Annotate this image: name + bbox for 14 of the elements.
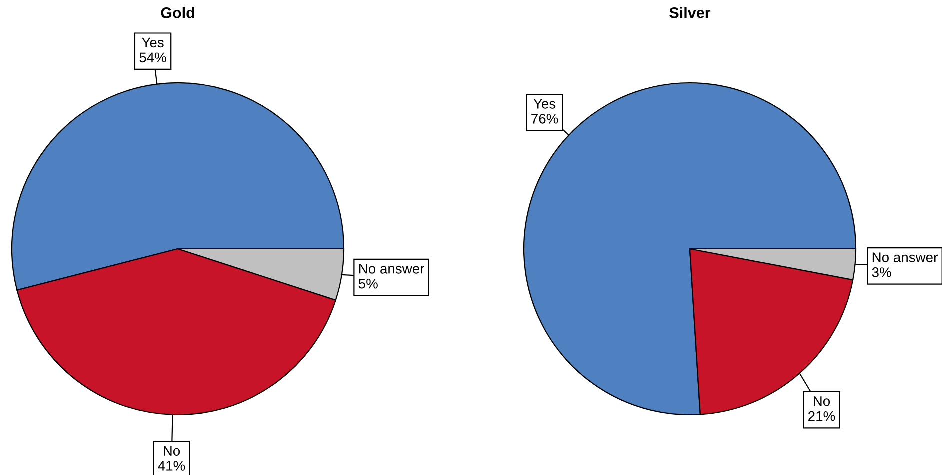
slice-label: No <box>164 446 180 456</box>
data-label: 21% <box>808 411 836 422</box>
slice-label: Yes <box>534 99 556 109</box>
data-label: 54% <box>140 52 166 63</box>
data-label: 41% <box>158 461 186 471</box>
data-label: 5% <box>358 279 378 289</box>
slice-label: No <box>814 396 830 406</box>
chart-title: Silver <box>670 7 711 18</box>
slice-label: No answer <box>359 264 425 274</box>
chart-title: Gold <box>161 7 194 18</box>
data-label: 3% <box>872 268 892 278</box>
slice-label: No answer <box>872 252 938 262</box>
slice-label: Yes <box>142 38 164 48</box>
data-label: 76% <box>532 114 558 124</box>
